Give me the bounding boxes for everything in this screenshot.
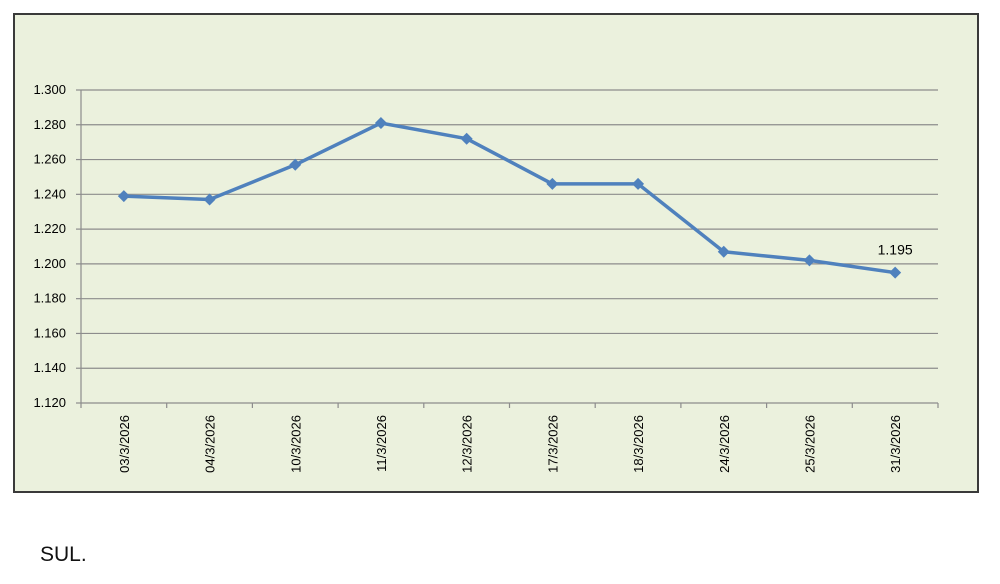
data-point [803,254,816,267]
data-point [289,158,302,171]
x-tick-label: 24/3/2026 [717,415,732,473]
y-tick-labels: 1.120 1.140 1.160 1.180 1.200 1.220 1.240 1.260… [33,82,66,410]
x-tick-labels: 03/3/2026 04/3/2026 10/3/2026 11/3/2026 12/3… [117,415,903,473]
data-point [632,177,645,190]
data-point [546,177,559,190]
y-tick-label: 1.120 [33,395,66,410]
footer-text: SUL. [40,543,87,566]
data-label: 1.195 [878,242,913,258]
y-tick-label: 1.220 [33,221,66,236]
y-tick-label: 1.140 [33,360,66,375]
chart-frame: 1.120 1.140 1.160 1.180 1.200 1.220 1.240 1.260… [13,13,979,493]
data-point [117,190,130,203]
x-tick-label: 18/3/2026 [631,415,646,473]
axis-layer [76,89,939,408]
y-tick-label: 1.260 [33,152,66,167]
y-tick-label: 1.180 [33,291,66,306]
x-tick-label: 31/3/2026 [888,415,903,473]
series-line [123,121,896,275]
data-point [717,245,730,258]
x-tick-label: 25/3/2026 [802,415,817,473]
data-point [203,193,216,206]
x-tick-label: 04/3/2026 [203,415,218,473]
series-layer [117,117,902,279]
y-tick-label: 1.240 [33,186,66,201]
x-tick-label: 10/3/2026 [288,415,303,473]
data-labels: 1.195 [878,242,913,258]
x-tick-label: 03/3/2026 [117,415,132,473]
x-tick-label: 11/3/2026 [374,415,389,472]
y-tick-label: 1.160 [33,325,66,340]
x-tick-label: 12/3/2026 [460,415,475,473]
grid-layer [81,89,938,369]
data-point [374,117,387,130]
data-point [889,266,902,279]
x-tick-label: 17/3/2026 [545,415,560,473]
y-tick-label: 1.300 [33,82,66,97]
y-tick-label: 1.280 [33,117,66,132]
data-point [460,132,473,145]
line-chart: 1.120 1.140 1.160 1.180 1.200 1.220 1.240 1.260… [33,82,939,473]
y-tick-label: 1.200 [33,256,66,271]
